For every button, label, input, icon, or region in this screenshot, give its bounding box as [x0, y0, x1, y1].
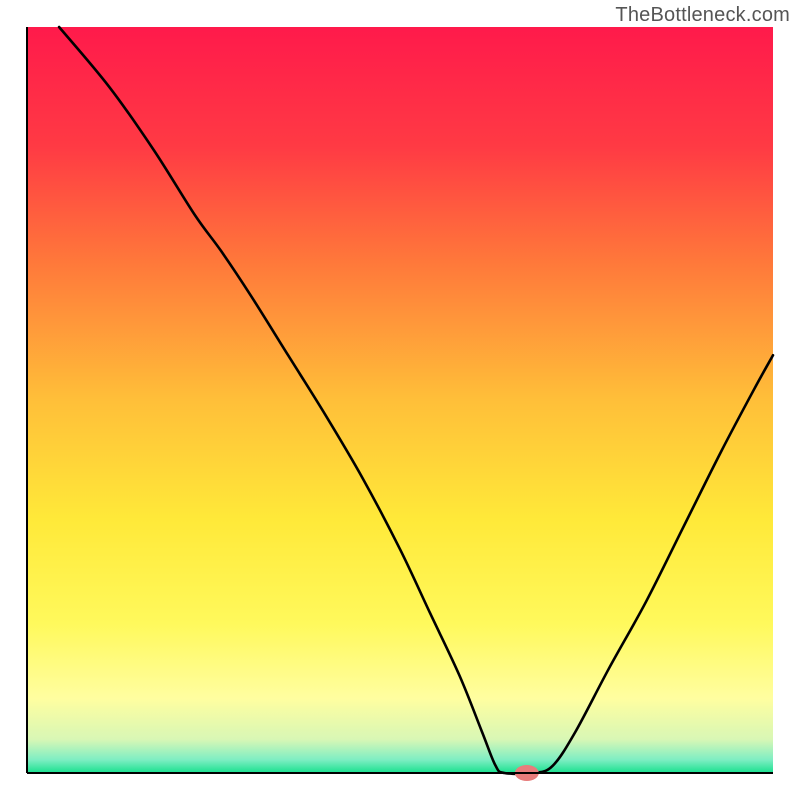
chart-container: TheBottleneck.com: [0, 0, 800, 800]
plot-background: [27, 27, 773, 773]
bottleneck-curve-chart: [0, 0, 800, 800]
watermark-text: TheBottleneck.com: [615, 4, 790, 27]
